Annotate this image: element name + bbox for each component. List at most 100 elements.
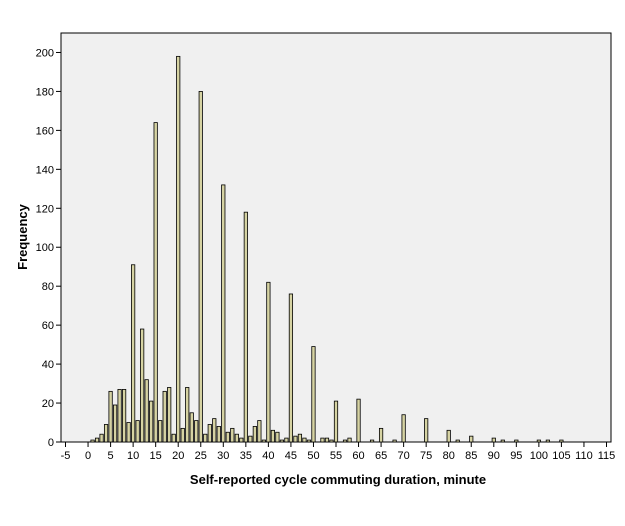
bar	[167, 387, 172, 443]
bar	[252, 426, 257, 443]
bar	[324, 437, 330, 443]
bar	[185, 387, 190, 443]
x-tick-label: 0	[85, 450, 91, 462]
y-tick-label: 80	[42, 281, 54, 293]
bar	[140, 328, 145, 443]
bar	[180, 427, 185, 443]
x-tick-label: 60	[352, 450, 364, 462]
bar	[424, 418, 429, 443]
x-tick-label: 15	[150, 450, 162, 462]
bar	[401, 414, 406, 443]
x-axis-title: Self-reported cycle commuting duration, …	[190, 472, 486, 487]
x-tick-label: 105	[552, 450, 570, 462]
bar	[126, 422, 131, 443]
bar	[261, 439, 266, 443]
y-axis-title: Frequency	[15, 203, 30, 270]
bar	[333, 400, 339, 443]
bar	[99, 433, 104, 443]
y-tick-label: 120	[36, 203, 54, 215]
y-tick-label: 40	[42, 359, 54, 371]
x-tick-label: 5	[108, 450, 114, 462]
bar	[131, 264, 136, 443]
x-tick-label: 110	[575, 450, 593, 462]
x-tick-label: 80	[443, 450, 455, 462]
bar	[189, 412, 194, 443]
y-tick-label: 0	[48, 437, 54, 449]
bar	[536, 439, 541, 443]
x-tick-label: 20	[172, 450, 184, 462]
x-tick-label: 50	[307, 450, 319, 462]
bar	[342, 439, 348, 443]
bar	[207, 424, 212, 443]
bar	[275, 431, 280, 443]
bar	[176, 55, 181, 443]
x-axis: -5 0 5 10 15 20 25 30 35 40 45 50 55 60 65 70 75 80 85 90 95…	[61, 442, 616, 462]
bar	[293, 435, 298, 443]
x-tick-label: 45	[285, 450, 297, 462]
y-tick-label: 140	[36, 164, 54, 176]
bar	[514, 439, 519, 443]
x-tick-label: 70	[397, 450, 409, 462]
bar	[248, 435, 253, 443]
x-tick-label: 115	[598, 450, 616, 462]
bar	[559, 439, 564, 443]
bar	[500, 439, 505, 443]
bar	[203, 433, 208, 443]
x-tick-label: 65	[375, 450, 387, 462]
x-tick-label: 40	[262, 450, 274, 462]
bar	[392, 439, 397, 443]
x-tick-label: 35	[240, 450, 252, 462]
x-tick-label: 10	[127, 450, 139, 462]
bar	[158, 420, 163, 443]
bar	[306, 439, 312, 443]
bar	[212, 418, 217, 443]
y-tick-label: 160	[36, 125, 54, 137]
bar	[94, 437, 100, 443]
bar	[221, 184, 226, 443]
x-tick-label: 85	[465, 450, 477, 462]
bar	[469, 435, 474, 443]
bar	[153, 122, 158, 443]
x-tick-label: 55	[330, 450, 342, 462]
bar	[455, 439, 460, 443]
y-tick-label: 200	[36, 47, 54, 59]
x-tick-label: 25	[195, 450, 207, 462]
bar	[491, 437, 496, 443]
bar	[329, 439, 334, 443]
bar	[288, 293, 294, 443]
bar	[216, 426, 221, 443]
x-tick-label: 75	[420, 450, 432, 462]
bar	[198, 91, 203, 443]
bar	[311, 346, 316, 443]
bar	[117, 389, 122, 443]
x-tick-label: -5	[61, 450, 71, 462]
bar	[270, 429, 275, 443]
y-tick-label: 60	[42, 320, 54, 332]
bar	[243, 211, 248, 443]
bar	[284, 437, 289, 443]
bar	[257, 420, 262, 443]
bar	[113, 404, 118, 443]
bar	[108, 390, 113, 443]
bar	[302, 437, 307, 443]
bar	[103, 424, 109, 443]
bar	[90, 439, 95, 443]
bar	[144, 379, 149, 443]
x-tick-label: 90	[488, 450, 500, 462]
bar	[135, 420, 140, 443]
bar	[194, 420, 199, 443]
bar	[239, 437, 244, 443]
x-tick-label: 30	[217, 450, 229, 462]
bar	[149, 400, 154, 443]
bar	[320, 437, 325, 443]
bar	[369, 439, 375, 443]
y-tick-label: 180	[36, 86, 54, 98]
x-tick-label: 100	[530, 450, 548, 462]
bar	[378, 427, 384, 443]
bar	[297, 433, 303, 443]
bar	[225, 431, 230, 443]
bar	[122, 389, 127, 443]
bar	[446, 429, 451, 443]
bar	[356, 398, 361, 443]
